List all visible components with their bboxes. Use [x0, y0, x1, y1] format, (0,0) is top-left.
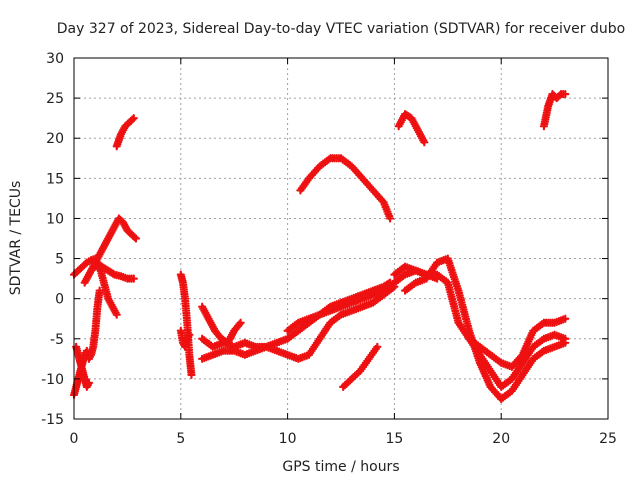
data-point [561, 338, 570, 347]
data-point [112, 310, 121, 319]
x-tick-label: 15 [385, 431, 403, 447]
plot-frame [73, 57, 609, 420]
series-arc-k [198, 302, 245, 347]
data-point [131, 234, 141, 243]
x-tick-label: 10 [279, 431, 297, 447]
series-arc-n [339, 342, 382, 392]
series-arc-m [296, 154, 395, 223]
series-arc-d [80, 214, 141, 287]
x-tick-label: 25 [599, 431, 617, 447]
x-tick-label: 20 [492, 431, 510, 447]
data-point [373, 342, 382, 351]
x-axis-label: GPS time / hours [282, 459, 399, 475]
series-arc-l [283, 278, 395, 335]
data-point [185, 330, 194, 339]
data-point [236, 318, 245, 327]
series-arc-q [400, 254, 570, 404]
data-point [95, 286, 104, 295]
y-tick-label: 10 [46, 211, 64, 227]
y-tick-label: 5 [55, 252, 64, 268]
series-arc-o [394, 110, 429, 147]
series-arc-f [112, 114, 138, 151]
y-tick-label: -10 [41, 372, 64, 388]
y-tick-label: 20 [46, 131, 64, 147]
data-point [420, 138, 429, 147]
series-arc-j [198, 282, 399, 363]
data-point [386, 278, 395, 287]
series-arc-c [72, 342, 94, 392]
axes: 0 5 10 15 20 25 -15 -10 -5 0 5 10 15 20 25 30 [41, 51, 617, 447]
chart-title: Day 327 of 2023, Sidereal Day-to-day VTE… [57, 21, 625, 37]
x-tick-label: 5 [176, 431, 185, 447]
data-point [187, 370, 196, 379]
data-point [386, 214, 395, 223]
y-tick-label: 30 [46, 51, 64, 67]
data-point [129, 274, 138, 283]
y-tick-label: -5 [50, 332, 64, 348]
data-points [69, 90, 570, 404]
data-point [561, 314, 570, 323]
series-arc-e [91, 262, 138, 283]
y-tick-label: 15 [46, 171, 64, 187]
y-tick-label: 25 [46, 91, 64, 107]
y-tick-label: -15 [41, 412, 64, 428]
y-axis-label: SDTVAR / TECUs [8, 181, 24, 296]
series-arc-s [539, 90, 570, 131]
series-arc-r [465, 314, 570, 371]
data-point [84, 378, 94, 387]
series-arc-h [176, 326, 194, 351]
data-point [390, 282, 399, 291]
series-arc-p [390, 262, 570, 392]
x-tick-label: 0 [70, 431, 79, 447]
y-tick-label: 0 [55, 292, 64, 308]
data-point [561, 90, 570, 99]
data-point [129, 114, 138, 123]
